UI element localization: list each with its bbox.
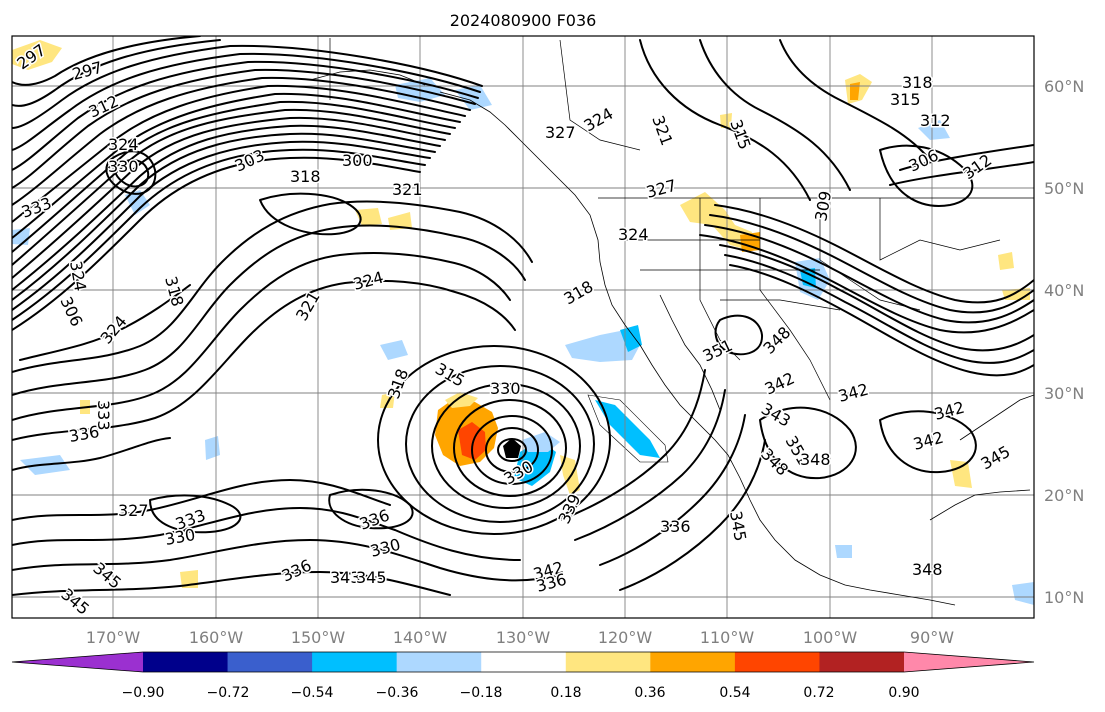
longitude-label: 120°W	[598, 628, 653, 647]
colorbar-segment	[481, 652, 567, 672]
contour-label: 348	[800, 450, 831, 469]
longitude-label: 170°W	[86, 628, 141, 647]
colorbar-tick-label: 0.36	[634, 685, 665, 701]
colorbar-segment	[227, 652, 313, 672]
colorbar-segment	[734, 652, 820, 672]
latitude-label: 40°N	[1044, 281, 1084, 300]
contour-label: 330	[490, 379, 521, 398]
latitude-axis: 60°N 50°N 40°N 30°N 20°N 10°N	[1044, 77, 1084, 607]
colorbar-segment	[819, 652, 905, 672]
longitude-label: 130°W	[496, 628, 551, 647]
colorbar-segment	[143, 652, 229, 672]
contour-label: 345	[356, 568, 387, 587]
map-frame	[11, 35, 1035, 619]
contour-label: 336	[660, 517, 691, 536]
contour-label: 318	[902, 73, 933, 92]
colorbar-tick-label: −0.90	[122, 685, 165, 701]
latitude-label: 50°N	[1044, 179, 1084, 198]
longitude-label: 100°W	[803, 628, 858, 647]
contour-label: 348	[912, 560, 943, 579]
shaded-fields	[12, 40, 1034, 605]
colorbar-tick-label: −0.54	[291, 685, 334, 701]
contour-label: 324	[108, 135, 139, 154]
latitude-label: 20°N	[1044, 486, 1084, 505]
figure-title: 2024080900 F036	[450, 11, 597, 30]
longitude-axis: 170°W 160°W 150°W 140°W 130°W 120°W 110°…	[86, 628, 954, 647]
colorbar-ticks: −0.90 −0.72 −0.54 −0.36 −0.18 0.18 0.36 …	[122, 685, 920, 701]
political-borders	[329, 38, 1034, 401]
longitude-label: 90°W	[910, 628, 954, 647]
contour-label: 327	[545, 123, 576, 142]
colorbar-segment	[565, 652, 651, 672]
contour-label: 333	[94, 400, 113, 431]
colorbar-segments	[11, 651, 1035, 673]
contour-label: 300	[342, 151, 373, 170]
contour-label: 330	[108, 157, 139, 176]
colorbar-tick-label: −0.18	[460, 685, 503, 701]
colorbar-tick-label: −0.36	[376, 685, 419, 701]
latitude-label: 60°N	[1044, 77, 1084, 96]
colorbar-tick-label: 0.90	[888, 685, 919, 701]
colorbar: −0.90 −0.72 −0.54 −0.36 −0.18 0.18 0.36 …	[11, 651, 1035, 701]
contour-label: 324	[618, 225, 649, 244]
contour-lines	[12, 36, 1034, 596]
contour-label: 321	[392, 180, 423, 199]
colorbar-segment	[650, 652, 736, 672]
contour-label: 327	[118, 501, 149, 520]
contour-label: 318	[290, 167, 321, 186]
longitude-label: 140°W	[393, 628, 448, 647]
longitude-label: 110°W	[700, 628, 755, 647]
map-panel: 297 297 312 324 330 333 324 306 324 318 …	[12, 36, 1034, 618]
colorbar-tick-label: 0.54	[719, 685, 750, 701]
latitude-label: 10°N	[1044, 588, 1084, 607]
colorbar-outline	[11, 651, 1035, 673]
contour-label: 312	[920, 111, 951, 130]
colorbar-tick-label: 0.18	[550, 685, 581, 701]
colorbar-extend-max	[904, 652, 1034, 672]
colorbar-segment	[396, 652, 482, 672]
latitude-label: 30°N	[1044, 384, 1084, 403]
contour-label: 315	[890, 90, 921, 109]
colorbar-tick-label: −0.72	[207, 685, 250, 701]
colorbar-tick-label: 0.72	[803, 685, 834, 701]
longitude-label: 150°W	[291, 628, 346, 647]
contour-label: 345	[726, 509, 750, 542]
longitude-label: 160°W	[189, 628, 244, 647]
colorbar-segment	[312, 652, 398, 672]
colorbar-extend-min	[12, 652, 143, 672]
contour-label: 343	[330, 568, 361, 587]
